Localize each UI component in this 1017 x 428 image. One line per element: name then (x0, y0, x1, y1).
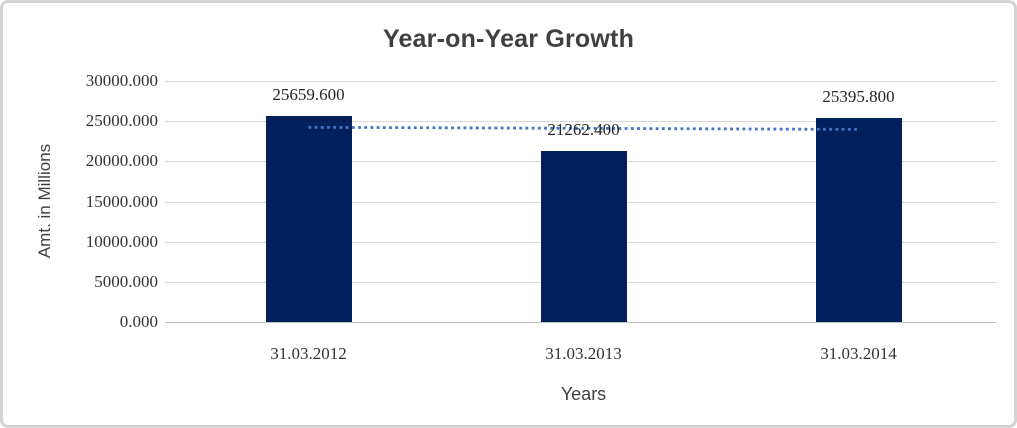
plot-area (165, 81, 996, 323)
bar-31.03.2012 (265, 115, 352, 322)
trendline (308, 125, 859, 131)
bar-31.03.2014 (815, 118, 902, 322)
y-tick-label: 5000.000 (94, 271, 158, 291)
gridline (165, 81, 996, 82)
x-axis-line (165, 322, 996, 323)
trendline-path (308, 125, 859, 131)
y-tick-label: 25000.000 (85, 111, 158, 131)
x-tick-label: 31.03.2013 (545, 344, 622, 363)
gridline (165, 121, 996, 123)
y-tick-label: 0.000 (119, 312, 158, 331)
bar-data-label: 25395.800 (822, 87, 895, 106)
bar-data-label: 21262.400 (547, 120, 620, 140)
y-tick-label: 30000.000 (85, 71, 158, 90)
bar-31.03.2013 (540, 151, 627, 322)
y-tick-label: 10000.000 (85, 231, 158, 251)
y-tick-label: 20000.000 (85, 151, 158, 171)
y-tick-label: 15000.000 (85, 191, 158, 211)
bar-data-label: 25659.600 (272, 84, 345, 104)
x-tick-label: 31.03.2014 (820, 344, 897, 363)
x-axis-title: Years (560, 384, 607, 404)
chart-title: Year-on-Year Growth (382, 25, 635, 53)
x-tick-label: 31.03.2012 (270, 344, 347, 363)
